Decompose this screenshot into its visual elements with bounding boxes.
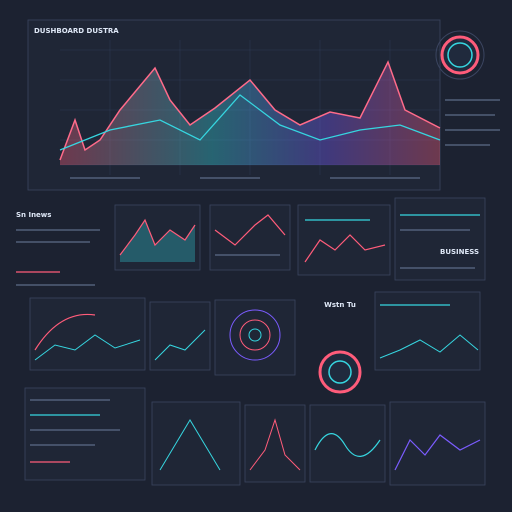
decoration bbox=[154, 329, 206, 361]
mini-chart bbox=[374, 291, 481, 371]
decoration bbox=[435, 30, 485, 80]
wave-line bbox=[59, 94, 441, 151]
wave-line bbox=[59, 60, 441, 161]
decoration bbox=[389, 401, 486, 486]
decoration bbox=[318, 350, 362, 394]
decoration bbox=[229, 309, 281, 361]
list-panel bbox=[24, 387, 146, 481]
decoration bbox=[314, 433, 381, 457]
main-chart: DUSHBOARD DUSTRA bbox=[27, 19, 441, 191]
ring-gauge: Wstn Tu bbox=[318, 301, 362, 394]
decoration bbox=[328, 360, 352, 384]
decoration bbox=[214, 299, 296, 376]
decoration bbox=[119, 218, 196, 256]
panel-label: Sn Inews bbox=[16, 211, 51, 219]
mini-chart bbox=[297, 204, 391, 276]
decoration bbox=[239, 319, 271, 351]
decoration bbox=[297, 204, 391, 276]
mini-chart bbox=[209, 204, 291, 271]
mini-chart bbox=[244, 404, 306, 483]
decoration bbox=[34, 334, 141, 361]
title: DUSHBOARD DUSTRA bbox=[34, 27, 119, 35]
decoration bbox=[209, 204, 291, 271]
decoration bbox=[374, 291, 481, 371]
mini-chart bbox=[309, 404, 386, 483]
decoration bbox=[244, 404, 306, 483]
decoration bbox=[29, 297, 146, 371]
decoration bbox=[379, 334, 479, 359]
ring-gauge bbox=[435, 30, 485, 80]
mini-chart bbox=[114, 204, 201, 271]
decoration bbox=[394, 434, 481, 471]
decoration bbox=[159, 419, 221, 471]
decoration bbox=[34, 313, 96, 351]
decoration bbox=[309, 404, 386, 483]
radial-chart bbox=[214, 299, 296, 376]
side-text bbox=[445, 99, 500, 146]
decoration bbox=[304, 234, 386, 263]
decoration bbox=[249, 418, 301, 471]
left-list: Sn Inews bbox=[16, 211, 100, 286]
panel-label: Wstn Tu bbox=[324, 301, 356, 309]
decoration bbox=[394, 197, 486, 281]
decoration bbox=[248, 328, 262, 342]
mini-chart bbox=[151, 401, 241, 486]
wave-area bbox=[60, 62, 440, 165]
decoration bbox=[120, 220, 195, 262]
decoration bbox=[151, 401, 241, 486]
mini-chart bbox=[389, 401, 486, 486]
panel-label: BUSINESS bbox=[440, 248, 479, 256]
decoration bbox=[214, 214, 286, 246]
info-panel: BUSINESS bbox=[394, 197, 486, 281]
mini-chart bbox=[149, 301, 211, 371]
mini-chart bbox=[29, 297, 146, 371]
decoration bbox=[114, 204, 201, 271]
decoration bbox=[24, 387, 146, 481]
decoration bbox=[447, 42, 473, 68]
decoration bbox=[149, 301, 211, 371]
